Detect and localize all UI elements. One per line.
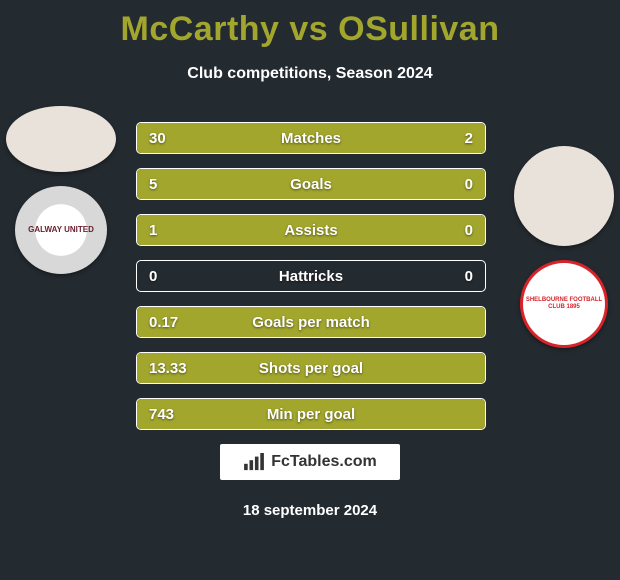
- brand-badge: FcTables.com: [220, 444, 400, 480]
- stat-row: 50Goals: [136, 168, 486, 200]
- player-right: SHELBOURNE FOOTBALL CLUB 1895: [514, 146, 614, 348]
- stat-label: Goals: [137, 176, 485, 193]
- stat-label: Goals per match: [137, 314, 485, 331]
- stat-label: Matches: [137, 130, 485, 147]
- club-badge-left: GALWAY UNITED: [15, 186, 107, 274]
- date-text: 18 september 2024: [0, 502, 620, 519]
- brand-chart-icon: [243, 453, 265, 471]
- brand-text: FcTables.com: [271, 453, 377, 471]
- stat-row: 302Matches: [136, 122, 486, 154]
- stat-row: 13.33Shots per goal: [136, 352, 486, 384]
- player-left-avatar: [6, 106, 116, 172]
- club-badge-left-label: GALWAY UNITED: [28, 226, 94, 235]
- stat-row: 0.17Goals per match: [136, 306, 486, 338]
- stats-bars: 302Matches 50Goals 10Assists 00Hattricks 0.1…: [136, 122, 486, 444]
- club-badge-right-label: SHELBOURNE FOOTBALL CLUB 1895: [523, 297, 605, 310]
- subtitle: Club competitions, Season 2024: [0, 65, 620, 83]
- club-badge-right: SHELBOURNE FOOTBALL CLUB 1895: [520, 260, 608, 348]
- stat-row: 00Hattricks: [136, 260, 486, 292]
- stat-label: Hattricks: [137, 268, 485, 285]
- stat-label: Shots per goal: [137, 360, 485, 377]
- page-title: McCarthy vs OSullivan: [0, 0, 620, 49]
- stat-label: Assists: [137, 222, 485, 239]
- player-left: GALWAY UNITED: [6, 106, 116, 274]
- stat-row: 743Min per goal: [136, 398, 486, 430]
- player-right-avatar: [514, 146, 614, 246]
- stat-row: 10Assists: [136, 214, 486, 246]
- stat-label: Min per goal: [137, 406, 485, 423]
